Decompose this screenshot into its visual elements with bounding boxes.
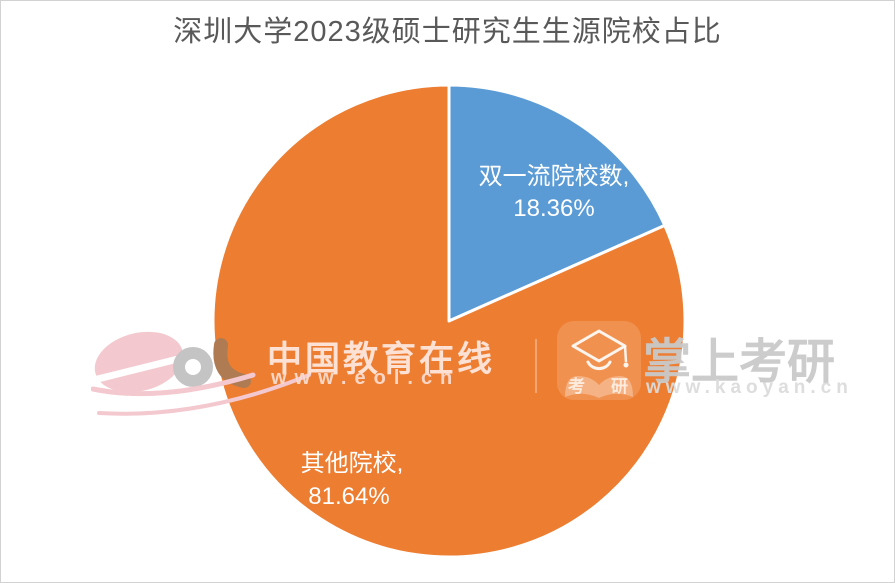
- pie-slice-1: [447, 83, 667, 323]
- pie-slice-2: [211, 83, 687, 559]
- pie-slice-value-label: 81.64%: [308, 483, 389, 510]
- pie-slice-label-line1: 其他院校,: [301, 450, 404, 477]
- pie-slice-label-line1: 双一流院校数,: [479, 163, 630, 190]
- pie-slices-group: [211, 83, 687, 559]
- pie-slice-value-label: 18.36%: [513, 195, 594, 222]
- chart-title: 深圳大学2023级硕士研究生生源院校占比: [173, 16, 722, 48]
